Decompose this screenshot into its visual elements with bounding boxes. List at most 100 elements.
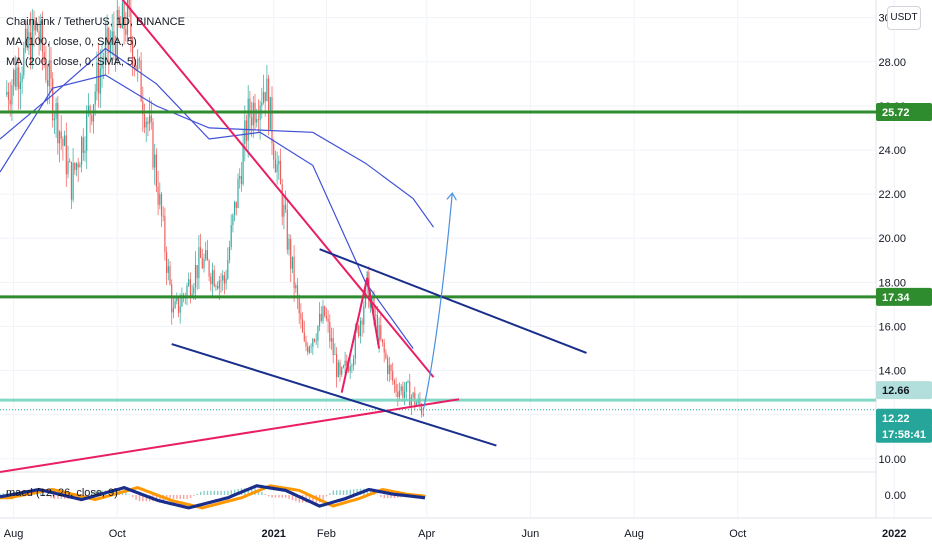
candle-body <box>279 160 282 185</box>
macd-histogram-bar <box>322 495 324 500</box>
macd-histogram-bar <box>135 495 137 500</box>
candle-body <box>208 260 210 277</box>
candle-body <box>41 20 44 53</box>
candle-body <box>298 298 300 314</box>
macd-histogram-bar <box>210 490 212 495</box>
time-tick-label: Aug <box>624 528 644 540</box>
candle-body <box>194 265 197 288</box>
price-label-text: 12.22 <box>882 413 910 425</box>
projection-arrow[interactable] <box>422 194 452 411</box>
candle-body <box>33 19 35 31</box>
candle-body <box>81 137 83 165</box>
macd-histogram-bar <box>220 490 222 495</box>
price-label-box <box>876 103 932 122</box>
macd-histogram-bar <box>424 495 426 497</box>
candle-body <box>278 160 280 165</box>
macd-histogram-bar <box>308 495 311 503</box>
macd-histogram-bar <box>179 495 181 499</box>
trend-line-3[interactable] <box>171 343 497 447</box>
macd-histogram-bar <box>91 492 93 495</box>
candle-body <box>137 58 139 71</box>
candle-body <box>257 119 259 121</box>
macd-histogram-bar <box>291 495 294 501</box>
candle-body <box>198 247 200 279</box>
time-tick-label: 2022 <box>882 528 906 540</box>
macd-histogram-bar <box>87 494 90 496</box>
candle-body <box>225 278 227 284</box>
macd-histogram-bar <box>186 495 188 499</box>
candle-body <box>290 239 292 269</box>
candle-body <box>36 24 38 32</box>
candle-body <box>351 365 353 367</box>
price-label-box <box>876 287 932 306</box>
candle-body <box>312 339 314 347</box>
candle-body <box>11 85 13 105</box>
candle-body <box>376 315 378 341</box>
legend-ma200: MA (200, close, 0, SMA, 5) <box>6 56 137 68</box>
candle-body <box>167 266 169 273</box>
price-label-text: 12.66 <box>882 385 910 397</box>
candle-body <box>234 201 236 215</box>
candle-body <box>358 325 360 336</box>
candle-body <box>215 285 217 287</box>
trend-line-1[interactable] <box>0 398 460 473</box>
macd-histogram-bar <box>312 495 314 503</box>
macd-histogram-bar <box>366 488 368 495</box>
candle-body <box>149 115 151 124</box>
trend-line-2[interactable] <box>319 248 587 354</box>
macd-histogram-bar <box>203 490 205 495</box>
candle-body <box>223 275 225 284</box>
macd-histogram-bar <box>278 495 280 498</box>
candle-body <box>210 276 212 285</box>
macd-histogram-bar <box>125 491 127 495</box>
candle-body <box>380 325 382 340</box>
candle-body <box>121 2 123 28</box>
time-tick-label: 2021 <box>261 528 285 540</box>
candle-body <box>381 339 384 343</box>
candle-body <box>21 75 23 83</box>
macd-histogram-bar <box>234 489 236 495</box>
candle-body <box>145 121 147 128</box>
candle-body <box>101 63 103 69</box>
macd-histogram-bar <box>43 494 45 496</box>
zigzag-pattern-4[interactable] <box>340 277 381 393</box>
candle-body <box>142 101 144 115</box>
candle-body <box>77 163 79 168</box>
candle-body <box>164 216 166 253</box>
candle-body <box>329 322 331 342</box>
candle-body <box>35 24 37 31</box>
price-label-17-58-41: 17:58:41 <box>876 424 932 443</box>
price-tick-label: 28.00 <box>878 57 906 69</box>
candle-body <box>346 360 348 366</box>
candle-body <box>295 285 297 289</box>
candle-body <box>228 246 231 261</box>
macd-histogram-bar <box>60 495 62 499</box>
currency-unit-button[interactable]: USDT <box>887 6 921 30</box>
candle-body <box>169 266 171 285</box>
macd-histogram-bar <box>268 495 270 497</box>
candle-body <box>160 194 163 216</box>
candle-body <box>191 293 193 297</box>
candle-body <box>239 176 241 179</box>
ma200-line <box>0 74 434 228</box>
trend-line-0[interactable] <box>116 0 435 378</box>
candle-body <box>388 365 390 375</box>
macd-histogram-bar <box>50 495 52 499</box>
macd-histogram-bar <box>196 493 198 495</box>
candle-body <box>132 39 134 66</box>
candle-body <box>52 78 54 121</box>
candle-body <box>303 332 305 341</box>
macd-histogram-bar <box>356 488 358 495</box>
candle-body <box>84 150 86 153</box>
candle-body <box>313 339 316 341</box>
candle-body <box>422 414 424 416</box>
macd-line <box>0 484 426 510</box>
candle-body <box>152 121 154 168</box>
candle-body <box>70 162 72 200</box>
candle-body <box>387 358 389 375</box>
macd-histogram-bar <box>206 490 209 495</box>
candle-body <box>288 239 290 250</box>
candle-body <box>402 386 404 398</box>
